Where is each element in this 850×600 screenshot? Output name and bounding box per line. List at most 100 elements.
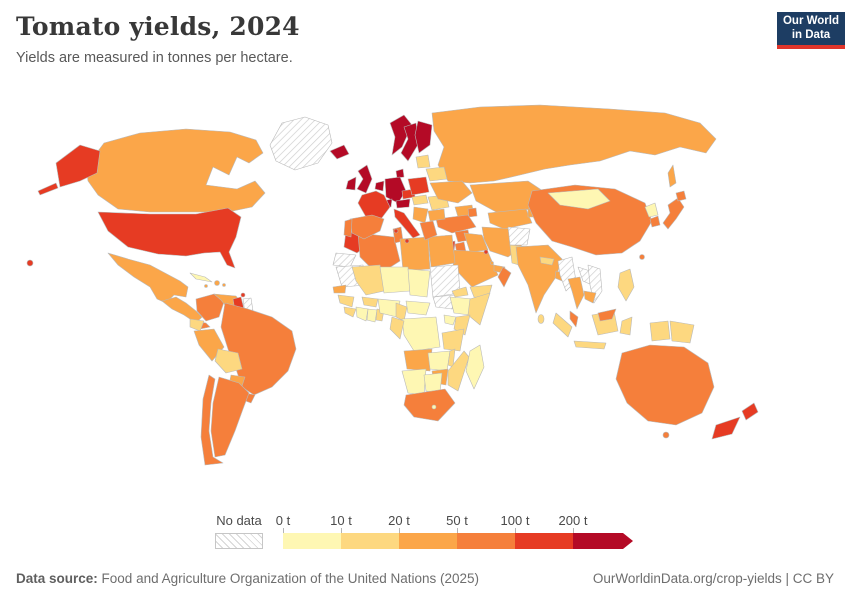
country-guinea[interactable] <box>337 294 355 308</box>
country-namibia[interactable] <box>401 368 427 396</box>
country-balkans[interactable] <box>412 206 429 224</box>
country-kuwait[interactable] <box>483 249 489 255</box>
country-mongolia[interactable] <box>547 188 611 210</box>
country-netherlands-belgium[interactable] <box>374 180 385 192</box>
country-cote-divoire[interactable] <box>355 306 369 322</box>
country-india[interactable] <box>515 244 563 314</box>
country-cambodia[interactable] <box>583 290 597 304</box>
country-canada[interactable] <box>85 128 266 213</box>
country-papua-new-guinea[interactable] <box>669 320 695 344</box>
country-tasmania[interactable] <box>662 431 670 439</box>
country-west-papua[interactable] <box>649 320 671 342</box>
legend-segment[interactable] <box>283 533 341 549</box>
country-alaska[interactable] <box>55 144 101 188</box>
country-egypt[interactable] <box>427 234 456 268</box>
country-new-zealand-north[interactable] <box>741 402 759 421</box>
country-united-kingdom[interactable] <box>356 164 373 194</box>
country-bulgaria[interactable] <box>427 208 446 222</box>
country-aleutians[interactable] <box>37 182 59 196</box>
country-mali[interactable] <box>351 264 385 296</box>
country-hungary[interactable] <box>411 194 429 206</box>
country-greece[interactable] <box>419 220 438 241</box>
country-libya[interactable] <box>399 236 431 272</box>
country-trinidad[interactable] <box>240 292 246 298</box>
country-vietnam[interactable] <box>587 264 603 304</box>
country-south-africa[interactable] <box>403 388 456 422</box>
country-united-states[interactable] <box>97 207 242 269</box>
country-eritrea[interactable] <box>451 286 469 298</box>
country-australia[interactable] <box>615 344 715 426</box>
country-ecuador[interactable] <box>189 318 205 332</box>
country-car[interactable] <box>405 300 431 316</box>
country-hawaii[interactable] <box>26 259 34 267</box>
country-belarus[interactable] <box>425 166 448 182</box>
legend-segment[interactable] <box>515 533 573 549</box>
country-hispaniola[interactable] <box>214 280 220 286</box>
country-chad[interactable] <box>407 268 431 298</box>
country-saudi-arabia[interactable] <box>449 249 499 288</box>
country-mozambique[interactable] <box>447 350 470 392</box>
owid-logo[interactable]: Our World in Data <box>777 12 845 49</box>
country-argentina[interactable] <box>210 376 250 458</box>
country-uzbekistan[interactable] <box>487 208 533 230</box>
country-iceland[interactable] <box>329 144 350 160</box>
country-spain[interactable] <box>349 214 385 240</box>
country-sri-lanka[interactable] <box>537 314 545 324</box>
country-java[interactable] <box>573 340 607 350</box>
country-sweden[interactable] <box>400 122 420 162</box>
country-senegal[interactable] <box>332 284 347 294</box>
country-new-zealand-south[interactable] <box>711 416 741 440</box>
legend-segment[interactable] <box>457 533 515 549</box>
legend-segment[interactable] <box>399 533 457 549</box>
country-western-sahara[interactable] <box>332 252 357 268</box>
country-azerbaijan[interactable] <box>467 207 478 218</box>
legend-segment[interactable] <box>341 533 399 549</box>
country-austria[interactable] <box>395 198 411 209</box>
legend-segment[interactable] <box>573 533 633 549</box>
country-hokkaido[interactable] <box>675 190 687 202</box>
country-cuba[interactable] <box>189 272 213 283</box>
country-oman[interactable] <box>497 266 512 288</box>
no-data-swatch[interactable] <box>215 533 263 549</box>
country-afghanistan[interactable] <box>507 226 531 246</box>
country-qatar[interactable] <box>490 261 494 265</box>
country-germany[interactable] <box>384 176 407 204</box>
country-turkey[interactable] <box>435 214 477 234</box>
country-sicily[interactable] <box>404 238 410 244</box>
country-philippines[interactable] <box>617 268 635 302</box>
country-sulawesi[interactable] <box>619 316 633 336</box>
country-zambia[interactable] <box>427 350 451 372</box>
country-congo-gabon[interactable] <box>389 316 405 340</box>
country-tanzania[interactable] <box>441 328 465 352</box>
country-jamaica[interactable] <box>204 284 208 288</box>
country-chile[interactable] <box>200 374 224 466</box>
country-france[interactable] <box>357 190 391 220</box>
country-niger[interactable] <box>379 266 411 294</box>
country-portugal[interactable] <box>343 218 353 238</box>
country-puerto-rico[interactable] <box>222 283 226 287</box>
country-cameroon[interactable] <box>395 302 408 322</box>
country-greenland[interactable] <box>269 116 333 171</box>
country-japan[interactable] <box>662 197 685 230</box>
country-sumatra[interactable] <box>552 312 573 338</box>
country-poland[interactable] <box>407 176 430 196</box>
country-sakhalin[interactable] <box>667 164 677 188</box>
country-somalia[interactable] <box>467 292 491 326</box>
country-finland[interactable] <box>414 120 433 154</box>
country-ukraine[interactable] <box>429 180 473 204</box>
country-ireland[interactable] <box>345 176 357 191</box>
country-madagascar[interactable] <box>465 344 485 390</box>
country-baltics[interactable] <box>415 154 431 169</box>
country-malaysia-borneo[interactable] <box>597 308 617 322</box>
country-north-korea[interactable] <box>644 202 659 218</box>
country-mexico[interactable] <box>107 252 189 304</box>
country-uganda[interactable] <box>443 314 457 326</box>
country-malaysia[interactable] <box>569 310 579 328</box>
country-south-korea[interactable] <box>649 215 661 228</box>
country-lesotho[interactable] <box>431 404 437 410</box>
footer-rights-link[interactable]: OurWorldinData.org/crop-yields | CC BY <box>592 571 834 586</box>
country-bolivia[interactable] <box>214 348 243 374</box>
country-ghana[interactable] <box>366 308 378 323</box>
country-sardinia[interactable] <box>393 228 399 234</box>
country-thailand[interactable] <box>567 276 585 310</box>
